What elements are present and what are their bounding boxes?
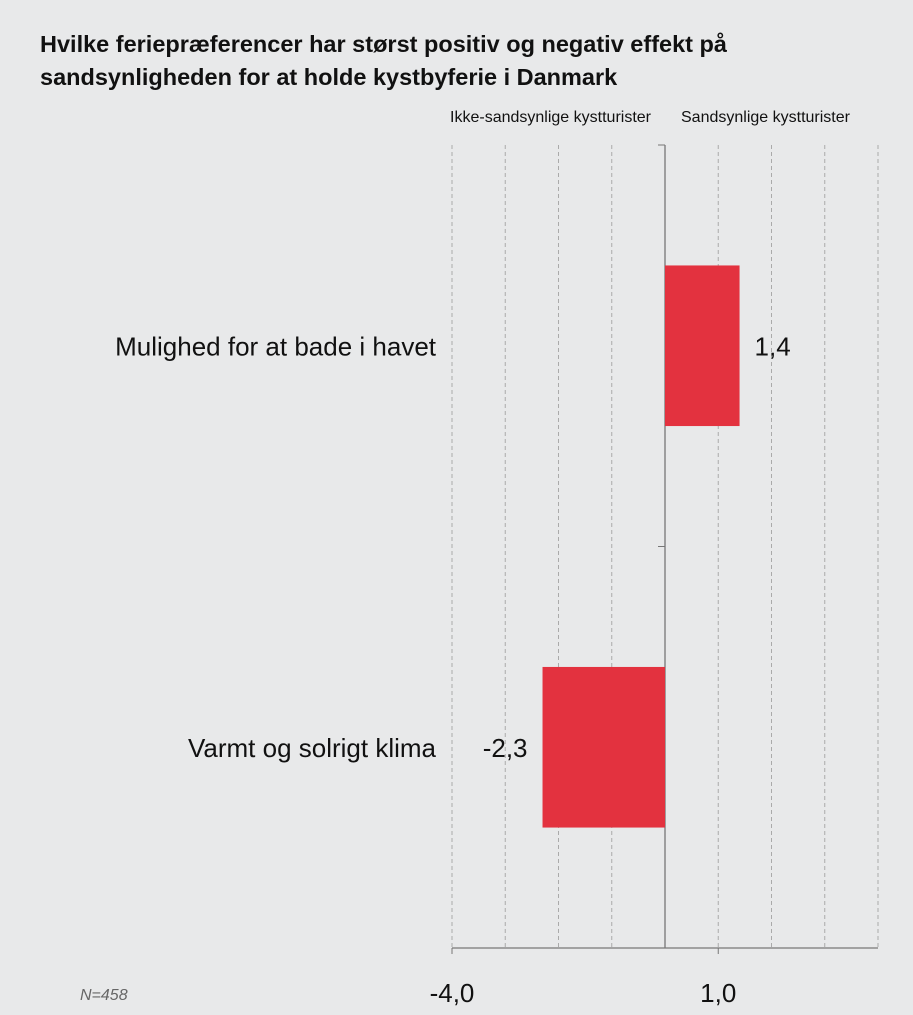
category-label: Varmt og solrigt klima bbox=[188, 733, 437, 763]
bar bbox=[665, 265, 740, 427]
x-tick-label: 1,0 bbox=[700, 978, 736, 1008]
chart-title: Hvilke feriepræferencer har størst posit… bbox=[40, 31, 727, 90]
value-label: -2,3 bbox=[483, 733, 528, 763]
bar bbox=[542, 666, 665, 828]
left-label: Ikke-sandsynlige kystturister bbox=[450, 109, 652, 126]
note: N=458 bbox=[80, 987, 128, 1004]
x-tick-label: -4,0 bbox=[430, 978, 475, 1008]
right-label: Sandsynlige kystturister bbox=[681, 109, 851, 126]
category-label: Mulighed for at bade i havet bbox=[115, 332, 437, 362]
value-label: 1,4 bbox=[755, 332, 791, 362]
